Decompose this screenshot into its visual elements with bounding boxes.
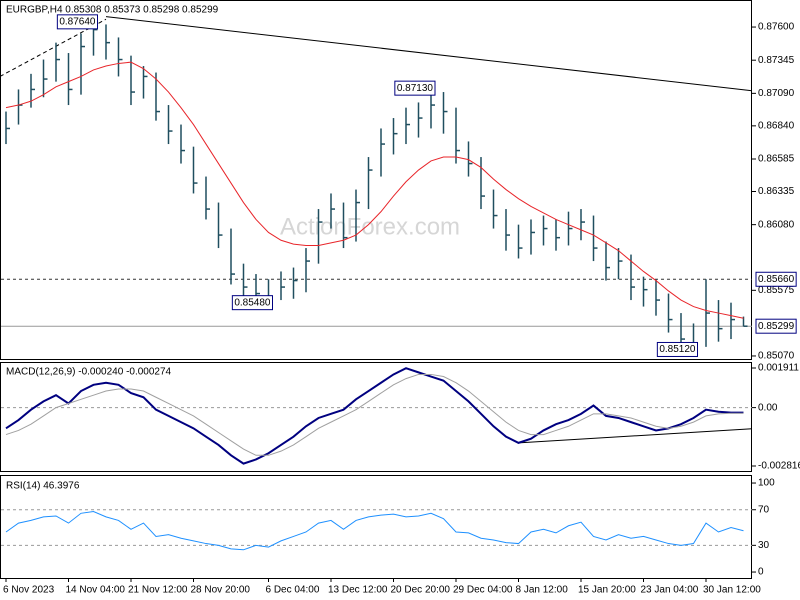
indicator-line: [5, 367, 744, 465]
trend-line: [105, 16, 753, 92]
y-tick-label: 70: [758, 504, 770, 515]
h-line-label: 0.85299: [758, 321, 795, 332]
x-tick-label: 6 Nov 2023: [3, 585, 55, 596]
y-tick-label: 0.87345: [758, 55, 795, 66]
x-tick-label: 6 Dec 04:00: [266, 585, 320, 596]
annotation-label: 0.85480: [234, 297, 271, 308]
annotation-label: 0.87640: [59, 16, 96, 27]
y-tick-label: 0.001911: [758, 363, 799, 374]
x-tick-label: 21 Nov 12:00: [128, 585, 188, 596]
annotation-label-box: [56, 14, 98, 30]
y-tick-label: 0.87600: [758, 22, 795, 33]
panel-title: MACD(12,26,9) -0.000240 -0.000274: [6, 367, 172, 378]
y-tick-label: 0: [758, 567, 764, 578]
panel-title: EURGBP,H4 0.85308 0.85373 0.85298 0.8529…: [6, 5, 219, 16]
rsi-panel: [0, 475, 752, 579]
y-tick-label: 0.87090: [758, 88, 795, 99]
trend-line: [518, 428, 753, 444]
annotation-label: 0.85120: [659, 344, 696, 355]
macd-panel: [0, 362, 752, 472]
annotation-label-box: [231, 295, 273, 311]
x-tick-label: 13 Dec 12:00: [328, 585, 388, 596]
y-tick-label: 0.85070: [758, 351, 795, 362]
x-tick-label: 23 Jan 04:00: [641, 585, 699, 596]
h-line-label-box: [755, 271, 797, 287]
y-tick-label: 100: [758, 478, 775, 489]
moving-average: [5, 61, 744, 319]
price-panel: [0, 0, 752, 360]
y-tick-label: 0.85575: [758, 285, 795, 296]
indicator-line: [5, 510, 744, 551]
h-line-label-box: [755, 318, 797, 334]
x-tick-label: 14 Nov 04:00: [66, 585, 126, 596]
annotation-label-box: [394, 80, 436, 96]
indicator-line: [5, 373, 744, 456]
annotation-label: 0.87130: [397, 83, 434, 94]
x-tick-label: 28 Nov 20:00: [191, 585, 251, 596]
y-tick-label: 0.86335: [758, 186, 795, 197]
y-tick-label: 0.86840: [758, 120, 795, 131]
x-tick-label: 30 Jan 12:00: [703, 585, 761, 596]
x-tick-label: 15 Jan 20:00: [578, 585, 636, 596]
x-tick-label: 29 Dec 04:00: [453, 585, 513, 596]
h-line-label: 0.85660: [758, 274, 795, 285]
y-tick-label: -0.002816: [758, 461, 800, 472]
annotation-label-box: [656, 341, 698, 357]
x-tick-label: 20 Dec 20:00: [391, 585, 451, 596]
watermark: ActionForex.com: [280, 213, 460, 240]
y-tick-label: 30: [758, 540, 770, 551]
x-tick-label: 8 Jan 12:00: [516, 585, 569, 596]
y-tick-label: 0.86080: [758, 219, 795, 230]
y-tick-label: 0.00: [758, 402, 778, 413]
panel-title: RSI(14) 46.3976: [6, 481, 80, 492]
y-tick-label: 0.86585: [758, 154, 795, 165]
